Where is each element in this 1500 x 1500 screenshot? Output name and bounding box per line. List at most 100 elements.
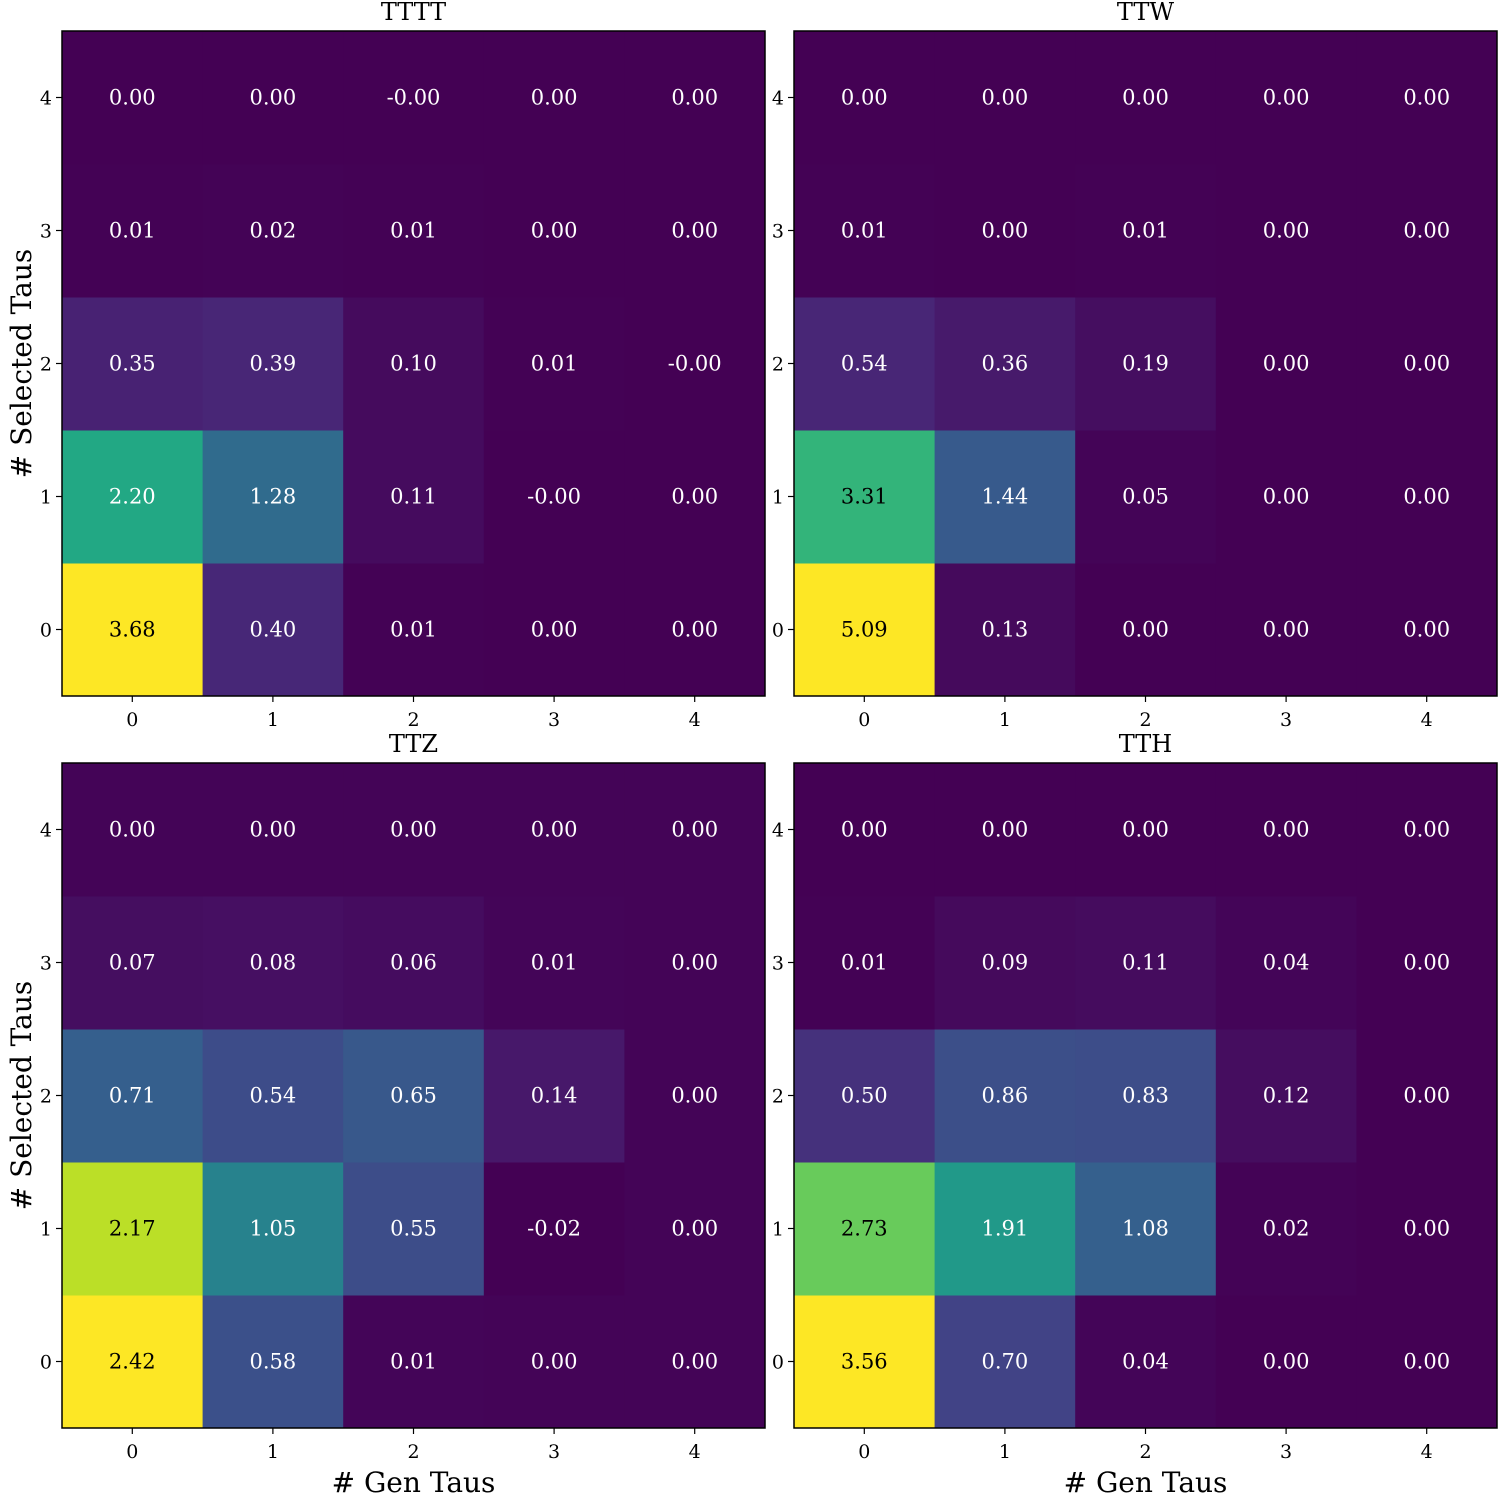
cell-value-label: 0.54: [250, 1084, 297, 1108]
cell-value-label: 0.10: [390, 352, 437, 376]
cell-value-label: 5.09: [841, 618, 888, 642]
cell-value-label: 0.00: [671, 86, 718, 110]
heatmap-cell: [1215, 896, 1357, 1030]
y-tick-label: 3: [772, 953, 784, 975]
heatmap-cell: [62, 896, 204, 1030]
cell-value-label: 0.40: [250, 618, 297, 642]
heatmap-cell: [624, 1295, 766, 1429]
cell-value-label: 0.00: [982, 219, 1029, 243]
cell-value-label: 1.05: [250, 1217, 297, 1241]
heatmap-cell: [1356, 1295, 1498, 1429]
heatmap-cell: [1215, 1029, 1357, 1163]
heatmap-cell: [483, 563, 625, 697]
cell-value-label: 0.00: [1403, 1217, 1450, 1241]
cell-value-label: 0.86: [982, 1084, 1029, 1108]
cell-value-label: 0.00: [1263, 618, 1310, 642]
y-tick-label: 0: [40, 1352, 52, 1374]
x-tick-label: 4: [1421, 1441, 1433, 1463]
heatmap-cell: [624, 164, 766, 298]
heatmap-cell: [1215, 430, 1357, 564]
cell-value-label: 0.12: [1263, 1084, 1310, 1108]
heatmap-cell: [1215, 164, 1357, 298]
heatmap-cell: [934, 297, 1076, 431]
heatmap-cell: [343, 1295, 485, 1429]
heatmap-cell: [934, 31, 1076, 165]
y-tick-label: 2: [772, 1086, 784, 1108]
heatmap-cell: [343, 164, 485, 298]
x-tick-label: 0: [126, 1441, 138, 1463]
heatmap-cell: [1356, 896, 1498, 1030]
cell-value-label: 0.50: [841, 1084, 888, 1108]
heatmap-cell: [624, 430, 766, 564]
x-tick-label: 3: [548, 709, 560, 731]
cell-value-label: 0.00: [1122, 86, 1169, 110]
x-tick-label: 0: [858, 709, 870, 731]
heatmap-cell: [1356, 297, 1498, 431]
heatmap-cell: [624, 563, 766, 697]
cell-value-label: 0.11: [390, 485, 437, 509]
x-tick-label: 0: [126, 709, 138, 731]
cell-value-label: 0.65: [390, 1084, 437, 1108]
heatmap-cell: [1356, 430, 1498, 564]
heatmap-cell: [934, 430, 1076, 564]
heatmap-cell: [483, 896, 625, 1030]
heatmap-cell: [483, 1162, 625, 1296]
cell-value-label: 0.00: [1403, 951, 1450, 975]
x-tick-label: 1: [999, 1441, 1011, 1463]
cell-value-label: 0.00: [1403, 618, 1450, 642]
heatmap-cell: [794, 164, 936, 298]
heatmap-cell: [202, 297, 344, 431]
heatmap-cell: [483, 164, 625, 298]
cell-value-label: 1.91: [982, 1217, 1029, 1241]
heatmap-cell: [62, 164, 204, 298]
x-tick-label: 1: [267, 1441, 279, 1463]
heatmap-cell: [62, 297, 204, 431]
cell-value-label: 0.00: [1403, 219, 1450, 243]
x-tick-label: 4: [689, 709, 701, 731]
cell-value-label: 0.00: [531, 618, 578, 642]
chart-title: TTZ: [389, 730, 438, 758]
heatmap-cell: [1215, 1295, 1357, 1429]
heatmap-cell: [1356, 164, 1498, 298]
heatmap-cell: [62, 1029, 204, 1163]
heatmap-cell: [202, 1295, 344, 1429]
x-axis-label: # Gen Taus: [332, 1466, 496, 1499]
heatmap-cell: [1356, 563, 1498, 697]
y-tick-label: 0: [772, 620, 784, 642]
heatmap-cell: [794, 430, 936, 564]
cell-value-label: 0.07: [109, 951, 156, 975]
cell-value-label: 0.00: [1122, 818, 1169, 842]
heatmap-cell: [1215, 31, 1357, 165]
cell-value-label: 0.00: [1122, 618, 1169, 642]
heatmap-cell: [202, 430, 344, 564]
cell-value-label: 0.01: [1122, 219, 1169, 243]
x-tick-label: 4: [1421, 709, 1433, 731]
chart-title: TTH: [1119, 730, 1172, 758]
heatmap-cell: [934, 164, 1076, 298]
heatmap-cell: [1215, 1162, 1357, 1296]
cell-value-label: 0.00: [671, 1217, 718, 1241]
cell-value-label: 0.00: [841, 86, 888, 110]
heatmap-cell: [1075, 430, 1217, 564]
cell-value-label: 0.04: [1122, 1350, 1169, 1374]
heatmap-cell: [202, 896, 344, 1030]
heatmap-cell: [483, 430, 625, 564]
y-tick-label: 0: [772, 1352, 784, 1374]
heatmap-cell: [1356, 31, 1498, 165]
heatmap-cell: [202, 1029, 344, 1163]
heatmap-cell: [62, 1295, 204, 1429]
cell-value-label: 0.00: [109, 818, 156, 842]
x-tick-label: 1: [999, 709, 1011, 731]
y-tick-label: 1: [772, 1219, 784, 1241]
cell-value-label: 0.08: [250, 951, 297, 975]
cell-value-label: 2.17: [109, 1217, 156, 1241]
cell-value-label: 0.04: [1263, 951, 1310, 975]
cell-value-label: 0.01: [531, 352, 578, 376]
heatmap-cell: [794, 31, 936, 165]
heatmap-cell: [483, 763, 625, 897]
cell-value-label: 0.00: [671, 1350, 718, 1374]
y-tick-label: 2: [40, 354, 52, 376]
cell-value-label: 0.06: [390, 951, 437, 975]
heatmap-cell: [794, 1029, 936, 1163]
